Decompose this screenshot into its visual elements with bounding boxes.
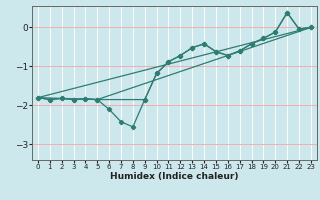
X-axis label: Humidex (Indice chaleur): Humidex (Indice chaleur) bbox=[110, 172, 239, 181]
